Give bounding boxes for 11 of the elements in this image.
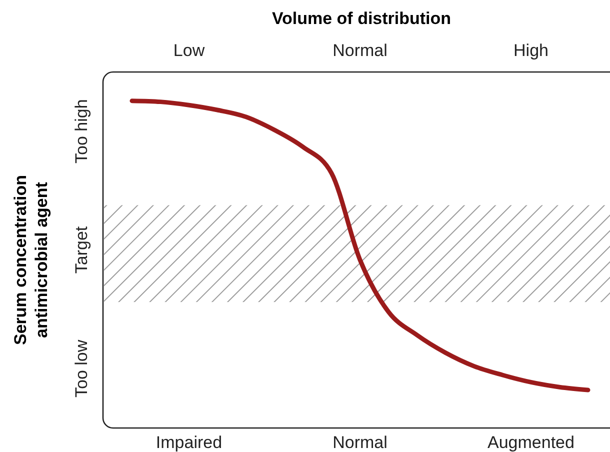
category-label: Too high	[72, 99, 91, 164]
text: High	[514, 41, 548, 60]
text: Low	[173, 41, 206, 60]
category-label: Target	[72, 226, 91, 274]
category-label: Too low	[72, 340, 91, 398]
x2-axis-title: Volume of distribution	[272, 9, 452, 28]
y-axis-title: Serum concentration antimicrobial agent	[11, 174, 51, 346]
x-tick-label: Augmented	[488, 433, 574, 452]
text: Normal	[332, 41, 388, 60]
x-tick-label: Normal	[332, 433, 388, 452]
x-tick-label: Impaired	[156, 433, 222, 452]
